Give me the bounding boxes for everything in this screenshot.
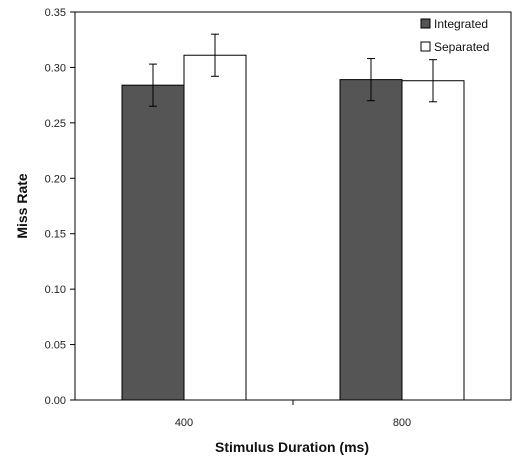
bar-separated-400 — [183, 54, 247, 401]
x-tick-label: 800 — [393, 417, 411, 429]
legend: Integrated Separated — [420, 17, 489, 54]
y-tick-label: 0.20 — [45, 173, 66, 185]
y-tick-label: 0.10 — [45, 284, 66, 296]
x-axis-title: Stimulus Duration (ms) — [215, 439, 369, 455]
y-tick-label: 0.30 — [45, 62, 66, 74]
y-tick-label: 0.25 — [45, 118, 66, 130]
x-axis: 400 800 — [175, 400, 411, 429]
bar-integrated-400 — [121, 84, 185, 401]
legend-label-separated: Separated — [434, 40, 489, 54]
legend-swatch-integrated — [420, 18, 431, 29]
y-axis-title: Miss Rate — [14, 173, 30, 239]
bars-group — [121, 33, 465, 401]
legend-swatch-separated — [420, 41, 431, 52]
y-tick-label: 0.00 — [45, 395, 66, 407]
bar-integrated-800 — [339, 79, 403, 401]
y-axis: 0.00 0.05 0.10 0.15 0.20 0.25 0.30 0.35 — [45, 7, 75, 407]
bar-separated-800 — [401, 80, 465, 401]
legend-label-integrated: Integrated — [434, 17, 488, 31]
x-tick-label: 400 — [175, 417, 193, 429]
y-tick-label: 0.35 — [45, 7, 66, 19]
y-tick-label: 0.15 — [45, 229, 66, 241]
y-tick-label: 0.05 — [45, 340, 66, 352]
